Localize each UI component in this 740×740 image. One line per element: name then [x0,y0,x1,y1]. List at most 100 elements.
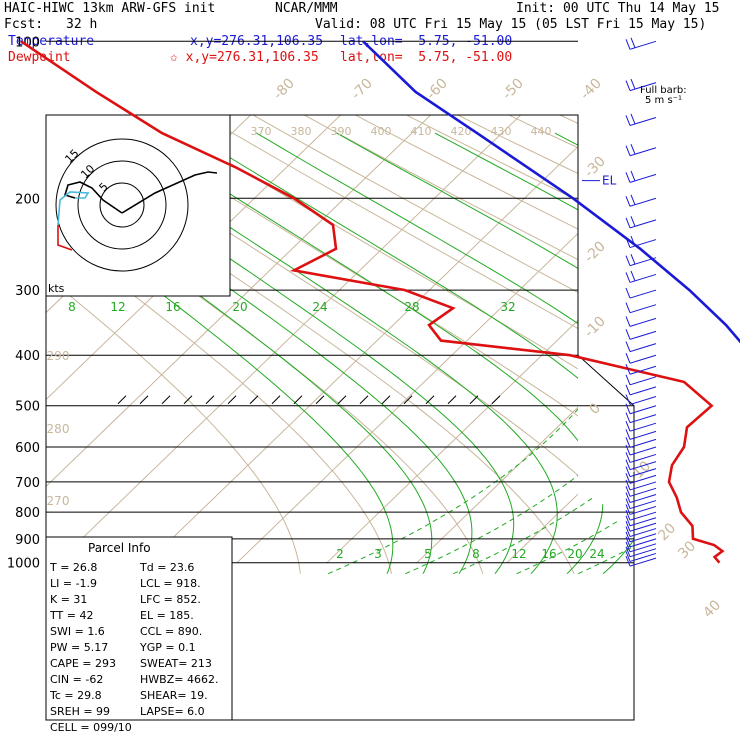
wind-barb-staff [629,511,657,521]
isotherm-line [56,115,522,564]
moist-adiabat-label: 20 [232,300,247,314]
pressure-tick-label: 700 [15,476,40,491]
wind-barb-flag [625,531,631,542]
wind-barb-staff [629,494,657,503]
isotherm-line [416,406,578,564]
dry-adiabat-line [200,115,578,330]
wind-barb-staff [629,522,657,532]
wind-barb-flag [625,546,631,557]
parcel-info-left: TT = 42 [49,609,93,622]
wind-barb-flag [625,459,631,470]
wind-barb-flag [625,521,631,532]
isotherm-label: -70 [348,75,375,102]
forecast-label: Fcst: [4,17,44,32]
theta-e-label: 440 [531,125,552,138]
hodograph-trace-upper [121,171,218,214]
wind-barb-flag [625,196,631,207]
wind-barb-staff [629,219,657,229]
wind-barb-staff [629,82,657,92]
wind-barb-staff [629,354,657,364]
moist-adiabat-label: 28 [404,300,419,314]
wind-barb-flag [625,394,631,405]
dry-adiabat-line [732,41,740,573]
wind-barb-flag [625,341,631,352]
theta-e-label: 400 [371,125,392,138]
wind-barb-flag [625,498,631,509]
wind-barb-staff [629,239,657,249]
mixing-ratio-line [516,405,634,575]
dry-adiabat-line [47,115,578,477]
hatch-tick [161,395,171,405]
parcel-info-left: SREH = 99 [50,705,110,718]
wind-barb-flag [625,115,631,126]
wind-barb-flag [630,144,636,155]
dry-adiabat-line [592,41,740,573]
theta-e-label: 370 [251,125,272,138]
parcel-info-box [45,536,233,721]
model-title: HAIC-HIWC 13km ARW-GFS init [4,1,216,16]
dry-adiabat-line [452,41,740,573]
wind-barb-flag [625,272,631,283]
mixing-ratio-line [707,406,740,574]
wind-barb-flag [625,287,631,299]
level-markers: ELLFCCCLLCLM [582,174,617,188]
isotherm-label: -10 [581,313,608,340]
wind-barb-flag [625,217,631,229]
isotherm-line [146,145,578,564]
parcel-info-right: LFC = 852. [140,593,201,606]
parcel-info-left: Tc = 29.8 [49,689,102,702]
isotherm-line [506,493,578,564]
wind-barb-staff [629,538,657,548]
wind-barb-staff [629,304,657,314]
parcel-info-left: CELL = 099/10 [50,721,132,734]
theta-e-label: 430 [491,125,512,138]
dry-adiabat-line [98,115,578,417]
theta-e-label: 410 [411,125,432,138]
hatch-tick [403,395,413,405]
dry-adiabat-line [354,115,578,230]
wind-barb-flag [625,486,631,497]
hatch-tick [139,395,149,405]
moist-adiabat-label: 32 [500,300,515,314]
wind-barb-staff [629,257,657,267]
moist-adiabat-label: 8 [68,300,76,314]
theta-e-label: 420 [451,125,472,138]
hatch-tick [381,395,391,405]
wind-barb-flag [625,479,631,491]
wind-barb-flag [625,526,631,537]
forecast-hour: 32 h [66,17,98,32]
dry-adiabat-line [149,115,578,370]
parcel-info-left: LI = -1.9 [50,577,97,590]
hatch-tick [337,395,347,405]
pressure-tick-label: 1000 [7,557,40,572]
wind-barb-staff [629,505,657,515]
isotherm-line [46,115,342,401]
init-time: Init: 00 UTC Thu 14 May 15 [516,1,720,16]
wind-barb-flag [625,466,631,477]
wind-barb-flag [625,172,631,183]
wind-barb-staff [629,430,657,440]
wind-barb-flag [630,253,636,265]
isotherm-line [326,319,578,564]
wind-barb-staff [629,40,657,50]
mixing-ratio-label: 16 [541,547,556,561]
wind-barb-staff [629,422,657,432]
wind-barb-staff [629,414,657,424]
hatch-tick [315,395,325,405]
hodograph-ring [77,160,167,250]
wind-barb-staff [629,173,657,183]
hatch-tick [205,395,215,405]
hatch-tick [117,395,127,405]
parcel-info-left: PW = 5.17 [50,641,108,654]
wind-barb-flag [625,509,631,521]
wind-barb-flag [625,452,631,463]
parcel-info-right: CCL = 890. [140,625,202,638]
wind-barb-staff [629,273,657,283]
dry-adiabat-line [558,115,578,124]
mixing-ratio-line [577,405,634,575]
valid-time: Valid: 08 UTC Fri 15 May 15 (05 LST Fri … [315,17,707,32]
wind-barb-staff [629,396,657,405]
barb-legend-line1: Full barb: [640,85,687,96]
hatch-tick [271,395,281,405]
